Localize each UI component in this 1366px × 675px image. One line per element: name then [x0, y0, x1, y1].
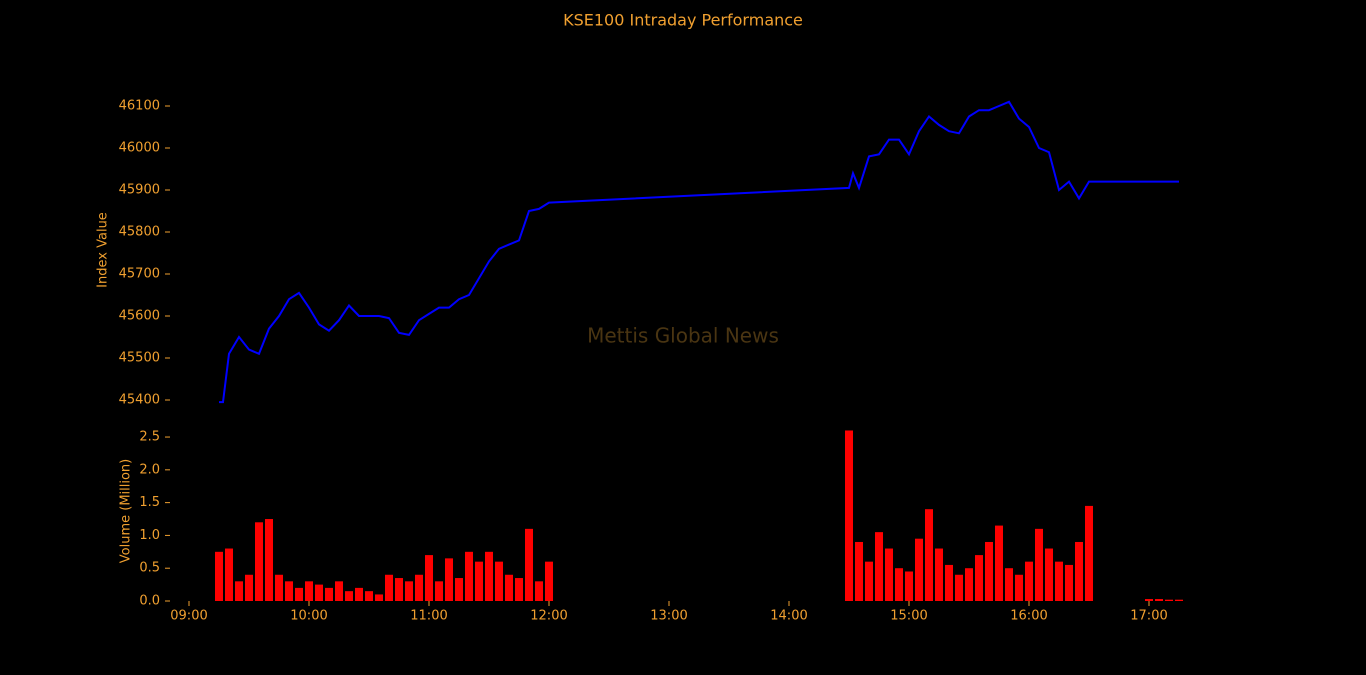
volume-bar: [445, 558, 453, 601]
volume-bar: [355, 587, 363, 601]
volume-bar: [885, 548, 893, 601]
volume-bar: [245, 574, 253, 601]
volume-bar: [1005, 568, 1013, 601]
volume-bar: [875, 532, 883, 601]
volume-bar: [275, 574, 283, 601]
volume-bar: [545, 561, 553, 601]
volume-bar: [315, 584, 323, 601]
volume-bar: [525, 528, 533, 601]
y-tick-label: 45700: [119, 267, 160, 282]
volume-bar: [1015, 574, 1023, 601]
watermark: Mettis Global News: [587, 324, 779, 348]
volume-bar: [895, 568, 903, 601]
volume-bar: [415, 574, 423, 601]
volume-bar: [345, 591, 353, 601]
y-tick-label: 45600: [119, 309, 160, 324]
volume-bar: [375, 594, 383, 601]
volume-bar: [905, 571, 913, 601]
y-axis-label: Index Value: [96, 212, 111, 288]
volume-bar: [385, 574, 393, 601]
y-tick-label: 45500: [119, 351, 160, 366]
volume-bar: [455, 578, 463, 601]
volume-bar: [1055, 561, 1063, 601]
volume-bar: [1145, 599, 1153, 601]
volume-bar: [505, 574, 513, 601]
volume-bar: [985, 541, 993, 601]
volume-bar: [935, 548, 943, 601]
volume-bar: [1175, 599, 1183, 601]
x-tick-label: 09:00: [170, 609, 207, 624]
volume-bar: [335, 581, 343, 601]
volume-bar: [1045, 548, 1053, 601]
volume-bar: [1085, 505, 1093, 601]
volume-bar: [475, 561, 483, 601]
x-tick-label: 12:00: [530, 609, 567, 624]
volume-bar: [295, 587, 303, 601]
y-tick-label: 46100: [119, 99, 160, 114]
y-tick-label: 45400: [119, 393, 160, 408]
index-line: [219, 100, 1179, 404]
volume-bar: [325, 587, 333, 601]
y-axis-label: Volume (Million): [119, 459, 134, 563]
volume-bar: [855, 541, 863, 601]
volume-bar: [235, 581, 243, 601]
volume-bar: [1155, 599, 1163, 601]
volume-bar: [995, 525, 1003, 601]
y-tick-label: 1.0: [139, 528, 160, 543]
x-tick-label: 10:00: [290, 609, 327, 624]
volume-bar: [305, 581, 313, 601]
volume-bar: [425, 555, 433, 601]
x-tick-label: 14:00: [770, 609, 807, 624]
volume-bar: [515, 578, 523, 601]
volume-bar: [365, 591, 373, 601]
volume-bar: [225, 548, 233, 601]
volume-bar: [395, 578, 403, 601]
volume-bar: [255, 522, 263, 601]
volume-bar: [265, 519, 273, 601]
volume-bar: [285, 581, 293, 601]
y-tick-label: 1.5: [139, 495, 160, 510]
x-tick-label: 17:00: [1130, 609, 1167, 624]
volume-bar: [915, 538, 923, 601]
volume-bar: [215, 551, 223, 601]
volume-bar: [955, 574, 963, 601]
volume-bar: [1165, 599, 1173, 601]
x-tick-label: 13:00: [650, 609, 687, 624]
x-tick-label: 15:00: [890, 609, 927, 624]
volume-bar: [925, 509, 933, 601]
volume-bar: [945, 564, 953, 601]
volume-bar: [865, 561, 873, 601]
chart-title: KSE100 Intraday Performance: [563, 11, 803, 30]
volume-bar: [1025, 561, 1033, 601]
y-tick-label: 46000: [119, 141, 160, 156]
volume-bar: [495, 561, 503, 601]
volume-bar: [845, 430, 853, 601]
volume-bar: [535, 581, 543, 601]
y-tick-label: 0.0: [139, 594, 160, 609]
volume-bar: [1065, 564, 1073, 601]
y-tick-label: 45900: [119, 183, 160, 198]
volume-bar: [465, 551, 473, 601]
volume-bar: [435, 581, 443, 601]
volume-bar: [975, 555, 983, 601]
volume-bar: [485, 551, 493, 601]
y-tick-label: 0.5: [139, 561, 160, 576]
volume-bar: [405, 581, 413, 601]
y-tick-label: 2.0: [139, 462, 160, 477]
volume-bar: [1075, 541, 1083, 601]
x-tick-label: 11:00: [410, 609, 447, 624]
volume-bar: [1035, 528, 1043, 601]
volume-bar: [965, 568, 973, 601]
y-tick-label: 45800: [119, 225, 160, 240]
y-tick-label: 2.5: [139, 430, 160, 445]
x-tick-label: 16:00: [1010, 609, 1047, 624]
